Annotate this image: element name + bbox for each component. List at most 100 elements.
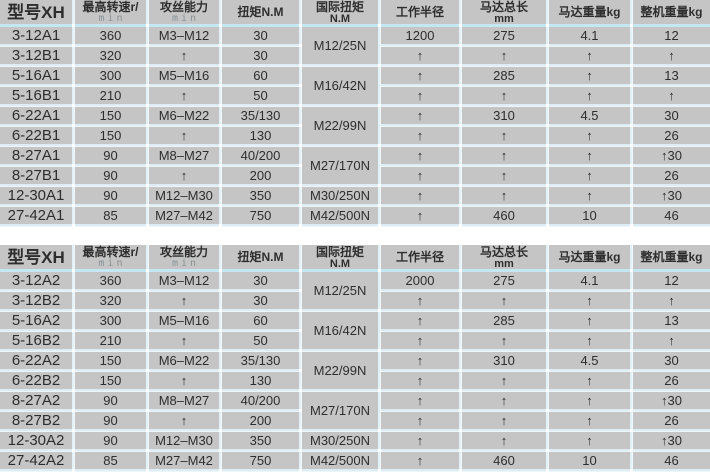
cell-speed: 85 bbox=[75, 207, 146, 224]
cell-radius: ↑ bbox=[381, 107, 459, 124]
cell-capacity: M12–M30 bbox=[149, 432, 219, 449]
cell-radius: ↑ bbox=[381, 87, 459, 104]
cell-total_kg: 46 bbox=[633, 207, 710, 224]
header-label: 攻丝能力 bbox=[159, 245, 208, 259]
cell-total_kg: ↑ bbox=[633, 292, 710, 309]
cell-model: 8-27B1 bbox=[0, 167, 72, 184]
cell-radius: ↑ bbox=[381, 47, 459, 64]
header-label: 扭矩N.M bbox=[237, 249, 284, 264]
cell-speed: 150 bbox=[75, 107, 146, 124]
cell-length: ↑ bbox=[462, 392, 546, 409]
header-sublabel: mm bbox=[494, 12, 514, 24]
table-header-row: 型号XH 最高转速r/min 攻丝能力 min 扭矩N.M 国际扭矩 N.M 工作半径 马达总长… bbox=[0, 0, 710, 24]
cell-total_kg: ↑30 bbox=[633, 147, 710, 164]
cell-motor_kg: 4.5 bbox=[549, 352, 630, 369]
cell-capacity: ↑ bbox=[149, 332, 219, 349]
cell-torque: 30 bbox=[222, 272, 299, 289]
cell-total_kg: 46 bbox=[633, 452, 710, 469]
cell-radius: ↑ bbox=[381, 67, 459, 84]
cell-torque: 50 bbox=[222, 87, 299, 104]
cell-intl: M22/99N bbox=[302, 107, 378, 144]
cell-capacity: M12–M30 bbox=[149, 187, 219, 204]
cell-speed: 150 bbox=[75, 352, 146, 369]
cell-total_kg: 13 bbox=[633, 67, 710, 84]
cell-intl: M12/25N bbox=[302, 272, 378, 309]
cell-motor_kg: ↑ bbox=[549, 167, 630, 184]
spec-row-5-16A1: 5-16A1 300 M5–M16 60 M16/42N ↑ 285 ↑ 13 bbox=[0, 67, 710, 104]
spec-row-5-16B2: 5-16B2 210 ↑ 50 ↑ ↑ ↑ ↑ bbox=[0, 332, 710, 349]
cell-model: 6-22A2 bbox=[0, 352, 72, 369]
header-sublabel: mm bbox=[494, 257, 514, 269]
cell-intl: M22/99N bbox=[302, 352, 378, 389]
cell-torque: 30 bbox=[222, 27, 299, 44]
cell-radius: 2000 bbox=[381, 272, 459, 289]
spec-row-6-22B1: 6-22B1 150 ↑ 130 ↑ ↑ ↑ 26 bbox=[0, 127, 710, 144]
cell-length: ↑ bbox=[462, 87, 546, 104]
cell-total_kg: 30 bbox=[633, 107, 710, 124]
cell-radius: 1200 bbox=[381, 27, 459, 44]
cell-length: ↑ bbox=[462, 332, 546, 349]
cell-length: ↑ bbox=[462, 47, 546, 64]
cell-radius: ↑ bbox=[381, 187, 459, 204]
cell-capacity: ↑ bbox=[149, 412, 219, 429]
cell-torque: 35/130 bbox=[222, 352, 299, 369]
spec-row-27-42A2: 27-42A2 85 M27–M42 750 M42/500N ↑ 460 10 46 bbox=[0, 452, 710, 469]
cell-intl: M30/250N bbox=[302, 432, 378, 449]
header-torque: 扭矩N.M bbox=[222, 0, 299, 24]
cell-capacity: M27–M42 bbox=[149, 207, 219, 224]
cell-motor_kg: 10 bbox=[549, 452, 630, 469]
spec-row-6-22A2: 6-22A2 150 M6–M22 35/130 M22/99N ↑ 310 4.5 30 bbox=[0, 352, 710, 389]
cell-intl: M16/42N bbox=[302, 67, 378, 104]
cell-motor_kg: ↑ bbox=[549, 147, 630, 164]
cell-speed: 320 bbox=[75, 47, 146, 64]
header-label: 扭矩N.M bbox=[237, 4, 284, 19]
cell-motor_kg: 4.5 bbox=[549, 107, 630, 124]
cell-intl: M16/42N bbox=[302, 312, 378, 349]
header-label: 马达总长 bbox=[479, 0, 528, 14]
header-label: 型号XH bbox=[7, 247, 65, 267]
header-total_kg: 整机重量kg bbox=[633, 245, 710, 269]
cell-total_kg: ↑ bbox=[633, 87, 710, 104]
cell-total_kg: 13 bbox=[633, 312, 710, 329]
cell-speed: 90 bbox=[75, 187, 146, 204]
cell-torque: 30 bbox=[222, 292, 299, 309]
cell-length: 285 bbox=[462, 67, 546, 84]
cell-motor_kg: ↑ bbox=[549, 67, 630, 84]
cell-radius: ↑ bbox=[381, 412, 459, 429]
header-model: 型号XH bbox=[0, 245, 72, 269]
header-label: 工作半径 bbox=[395, 4, 444, 19]
cell-total_kg: 26 bbox=[633, 372, 710, 389]
spec-row-3-12A2: 3-12A2 360 M3–M12 30 M12/25N 2000 275 4.1 12 bbox=[0, 272, 710, 309]
cell-torque: 200 bbox=[222, 167, 299, 184]
cell-torque: 130 bbox=[222, 372, 299, 389]
spec-row-8-27A1: 8-27A1 90 M8–M27 40/200 M27/170N ↑ ↑ ↑ ↑30 bbox=[0, 147, 710, 184]
cell-torque: 60 bbox=[222, 67, 299, 84]
cell-capacity: ↑ bbox=[149, 292, 219, 309]
cell-torque: 40/200 bbox=[222, 147, 299, 164]
cell-length: ↑ bbox=[462, 127, 546, 144]
cell-speed: 150 bbox=[75, 372, 146, 389]
cell-motor_kg: ↑ bbox=[549, 292, 630, 309]
spec-row-8-27B2: 8-27B2 90 ↑ 200 ↑ ↑ ↑ 26 bbox=[0, 412, 710, 429]
cell-torque: 40/200 bbox=[222, 392, 299, 409]
header-sublabel: N.M bbox=[329, 257, 351, 269]
cell-model: 8-27B2 bbox=[0, 412, 72, 429]
cell-model: 6-22A1 bbox=[0, 107, 72, 124]
cell-model: 3-12B1 bbox=[0, 47, 72, 64]
cell-motor_kg: 4.1 bbox=[549, 27, 630, 44]
header-sublabel: min bbox=[171, 258, 200, 269]
cell-total_kg: 12 bbox=[633, 272, 710, 289]
cell-length: ↑ bbox=[462, 147, 546, 164]
spec-row-3-12B2: 3-12B2 320 ↑ 30 ↑ ↑ ↑ ↑ bbox=[0, 292, 710, 309]
cell-capacity: M5–M16 bbox=[149, 312, 219, 329]
cell-speed: 90 bbox=[75, 412, 146, 429]
cell-model: 27-42A1 bbox=[0, 207, 72, 224]
cell-torque: 35/130 bbox=[222, 107, 299, 124]
spec-row-5-16A2: 5-16A2 300 M5–M16 60 M16/42N ↑ 285 ↑ 13 bbox=[0, 312, 710, 349]
cell-total_kg: ↑30 bbox=[633, 392, 710, 409]
cell-torque: 750 bbox=[222, 207, 299, 224]
cell-motor_kg: 10 bbox=[549, 207, 630, 224]
cell-capacity: M3–M12 bbox=[149, 27, 219, 44]
cell-total_kg: 30 bbox=[633, 352, 710, 369]
header-capacity: 攻丝能力 min bbox=[149, 245, 219, 269]
